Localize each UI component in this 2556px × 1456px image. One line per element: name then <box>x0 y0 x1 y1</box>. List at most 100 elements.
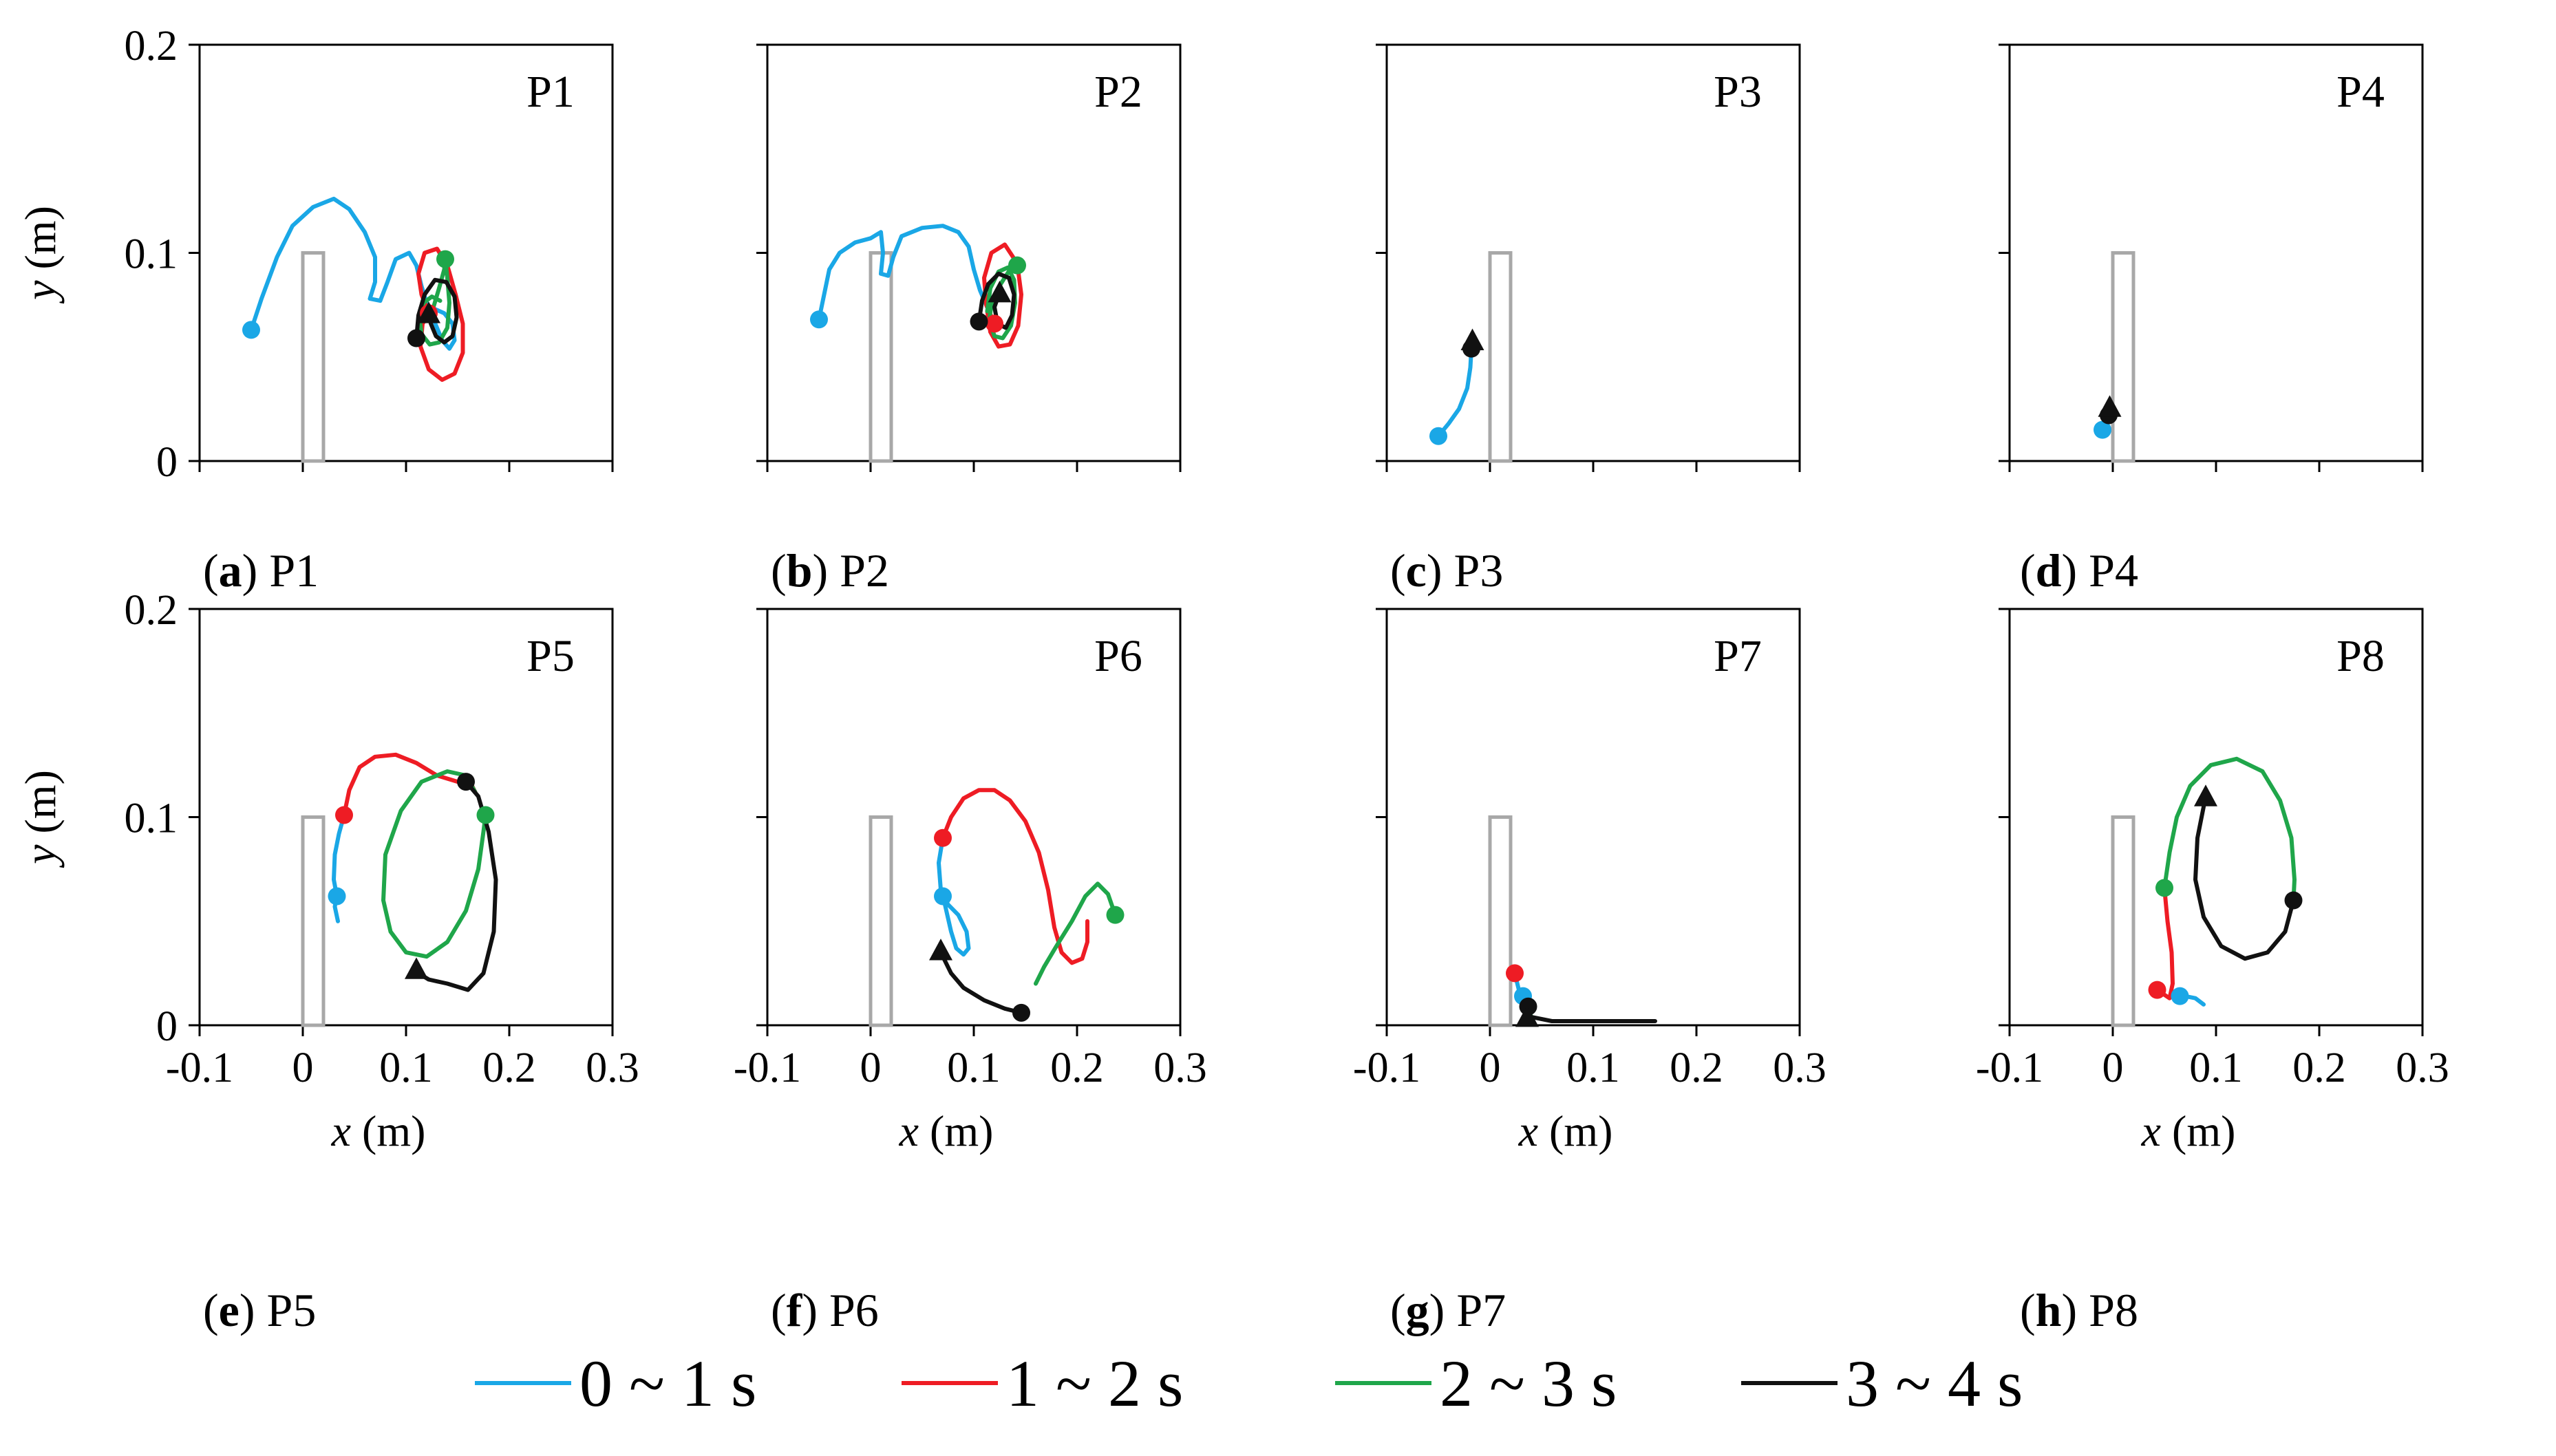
start-dot <box>1012 1003 1030 1022</box>
start-dot <box>476 806 495 824</box>
caption-label: P1 <box>269 544 319 597</box>
series-line-4 <box>2193 794 2296 961</box>
start-dot <box>970 312 988 331</box>
legend-swatch <box>475 1381 571 1385</box>
panel-p6: -0.1 0 0.1 0.2 0.3 x (m) P6 <box>734 608 1207 1155</box>
legend-swatch <box>1335 1381 1431 1385</box>
caption-letter: (f) <box>771 1284 829 1336</box>
y-axis-unit: (m) <box>16 770 65 844</box>
caption-a: (a) P1 <box>203 544 319 598</box>
start-dot <box>328 887 346 906</box>
panel-p2: P2 <box>756 43 1182 472</box>
legend-label: 0 ~ 1 s <box>579 1346 757 1420</box>
start-dot <box>2171 987 2189 1005</box>
obstacle-rect <box>869 815 893 1027</box>
caption-letter: (c) <box>1390 544 1454 597</box>
series-line-1 <box>937 835 971 957</box>
y-tick-label: 0.2 <box>125 23 178 69</box>
obstacle-rect <box>301 251 326 463</box>
caption-letter: (a) <box>203 544 270 597</box>
panel-title: P2 <box>1094 67 1142 117</box>
x-tick-label: -0.1 <box>1353 1045 1420 1091</box>
caption-label: P3 <box>1453 544 1504 597</box>
caption-b: (b) P2 <box>771 544 889 598</box>
caption-label: P8 <box>2089 1284 2138 1336</box>
end-triangle <box>417 301 440 323</box>
legend-item-2: 1 ~ 2 s <box>902 1342 1183 1424</box>
legend-label: 2 ~ 3 s <box>1440 1346 1617 1420</box>
x-tick-label: 0.2 <box>1050 1045 1104 1091</box>
legend: 0 ~ 1 s 1 ~ 2 s 2 ~ 3 s 3 ~ 4 s <box>0 1342 2556 1424</box>
start-dot <box>934 887 952 906</box>
panel-title: P3 <box>1714 67 1762 117</box>
series-line-1 <box>249 196 457 351</box>
y-axis-label: y (m) <box>16 206 65 304</box>
panel-p5: -0.1 0 0.1 0.2 0.300.10.2y (m)x (m)P5 <box>16 587 639 1155</box>
x-tick-label: 0 <box>292 1045 314 1091</box>
panel-title: P8 <box>2336 631 2385 681</box>
start-dot <box>934 828 952 847</box>
panel-p1: 0 0.1 0.2 y (m) P1 <box>16 23 614 486</box>
series-line-2 <box>982 242 1023 349</box>
start-dot <box>1519 997 1537 1016</box>
start-dot <box>436 250 454 268</box>
x-tick-label: 0.1 <box>947 1045 1001 1091</box>
legend-item-1: 0 ~ 1 s <box>475 1342 756 1424</box>
start-dot <box>986 314 1003 333</box>
caption-label: P7 <box>1456 1284 1506 1336</box>
x-tick-label: 0.3 <box>2396 1045 2449 1091</box>
series-line-3 <box>1034 881 1118 986</box>
start-dot <box>810 310 828 329</box>
x-tick-label: -0.1 <box>734 1045 801 1091</box>
x-axis-label: x (m) <box>899 1106 994 1155</box>
panel-p8: -0.1 0 0.1 0.2 0.3 x (m) P8 <box>1976 608 2449 1155</box>
x-axis-unit: (m) <box>1538 1106 1612 1155</box>
start-dot <box>2094 420 2111 439</box>
x-axis-var: x <box>2141 1106 2161 1155</box>
x-axis-label: x (m) <box>1518 1106 1613 1155</box>
obstacle-rect <box>1488 815 1513 1027</box>
y-axis-var: y <box>16 280 65 304</box>
series-line-2 <box>416 246 465 382</box>
start-dot <box>2155 879 2173 897</box>
obstacle-rect <box>869 251 893 463</box>
x-tick-label: 0 <box>2102 1045 2124 1091</box>
start-dot <box>1429 427 1447 445</box>
x-tick-label: 0.2 <box>482 1045 536 1091</box>
x-tick-label: 0.1 <box>1566 1045 1620 1091</box>
caption-label: P5 <box>266 1284 317 1336</box>
y-tick-label: 0.2 <box>125 587 178 634</box>
series-line-3 <box>2162 756 2297 903</box>
x-axis-var: x <box>331 1106 351 1155</box>
series-line-1 <box>1436 346 1473 438</box>
x-tick-label: 0.1 <box>379 1045 433 1091</box>
panel-title: P4 <box>2336 67 2385 117</box>
x-axis-unit: (m) <box>919 1106 993 1155</box>
panel-title: P5 <box>526 631 575 681</box>
start-dot <box>2148 981 2166 999</box>
y-tick-label: 0 <box>156 1003 178 1050</box>
legend-swatch <box>1741 1381 1838 1385</box>
obstacle-rect <box>2111 815 2136 1027</box>
legend-label: 3 ~ 4 s <box>1846 1346 2023 1420</box>
caption-letter: (h) <box>2020 1284 2089 1336</box>
x-axis-unit: (m) <box>351 1106 425 1155</box>
y-tick-label: 0.1 <box>125 231 178 278</box>
y-tick-label: 0.1 <box>125 795 178 842</box>
caption-letter: (g) <box>1390 1284 1457 1336</box>
end-triangle <box>2098 395 2122 417</box>
caption-c: (c) P3 <box>1390 544 1503 598</box>
start-dot <box>1506 964 1524 983</box>
legend-item-4: 3 ~ 4 s <box>1741 1342 2023 1424</box>
caption-g: (g) P7 <box>1390 1283 1506 1338</box>
panel-p4: P4 <box>1999 43 2424 472</box>
obstacle-rect <box>2111 251 2136 463</box>
caption-letter: (e) <box>203 1284 267 1336</box>
legend-label: 1 ~ 2 s <box>1006 1346 1184 1420</box>
obstacle-rect <box>301 815 326 1027</box>
x-tick-label: 0 <box>860 1045 882 1091</box>
panel-title: P1 <box>526 67 575 117</box>
series-line-2 <box>2155 886 2175 1000</box>
start-dot <box>1008 256 1026 275</box>
